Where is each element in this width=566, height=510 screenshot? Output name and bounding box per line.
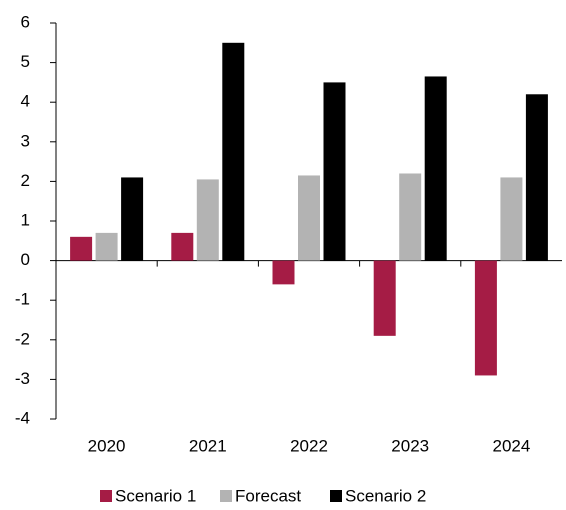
bar <box>500 177 523 261</box>
bar <box>70 236 93 261</box>
y-tick-label: -2 <box>15 329 30 348</box>
legend-swatch <box>220 490 232 502</box>
y-tick-label: 3 <box>21 131 30 150</box>
y-tick-label: 6 <box>21 12 30 31</box>
bar <box>196 179 219 261</box>
bar <box>474 260 497 376</box>
legend-label: Scenario 1 <box>115 486 196 505</box>
bar <box>298 175 320 261</box>
bar <box>121 177 144 261</box>
x-tick-label: 2022 <box>290 436 328 455</box>
x-tick-label: 2020 <box>88 436 126 455</box>
legend-label: Forecast <box>235 486 301 505</box>
legend-swatch <box>330 490 342 502</box>
bar <box>424 76 447 261</box>
bar <box>272 260 295 285</box>
bar <box>95 232 118 261</box>
y-tick-label: -1 <box>15 290 30 309</box>
y-tick-label: 2 <box>21 171 30 190</box>
bar <box>399 173 422 261</box>
y-tick-label: 4 <box>21 92 30 111</box>
y-tick-label: 1 <box>21 210 30 229</box>
y-tick-label: -4 <box>15 408 30 427</box>
bar <box>373 260 396 336</box>
bar <box>323 82 346 261</box>
x-tick-label: 2024 <box>492 436 530 455</box>
x-tick-label: 2021 <box>189 436 227 455</box>
y-tick-label: 5 <box>21 52 30 71</box>
bar <box>525 94 548 261</box>
y-tick-label: -3 <box>15 369 30 388</box>
x-tick-label: 2023 <box>391 436 429 455</box>
bar <box>222 42 245 261</box>
bar <box>171 232 194 261</box>
legend-label: Scenario 2 <box>345 486 426 505</box>
legend-swatch <box>100 490 112 502</box>
y-tick-label: 0 <box>21 250 30 269</box>
